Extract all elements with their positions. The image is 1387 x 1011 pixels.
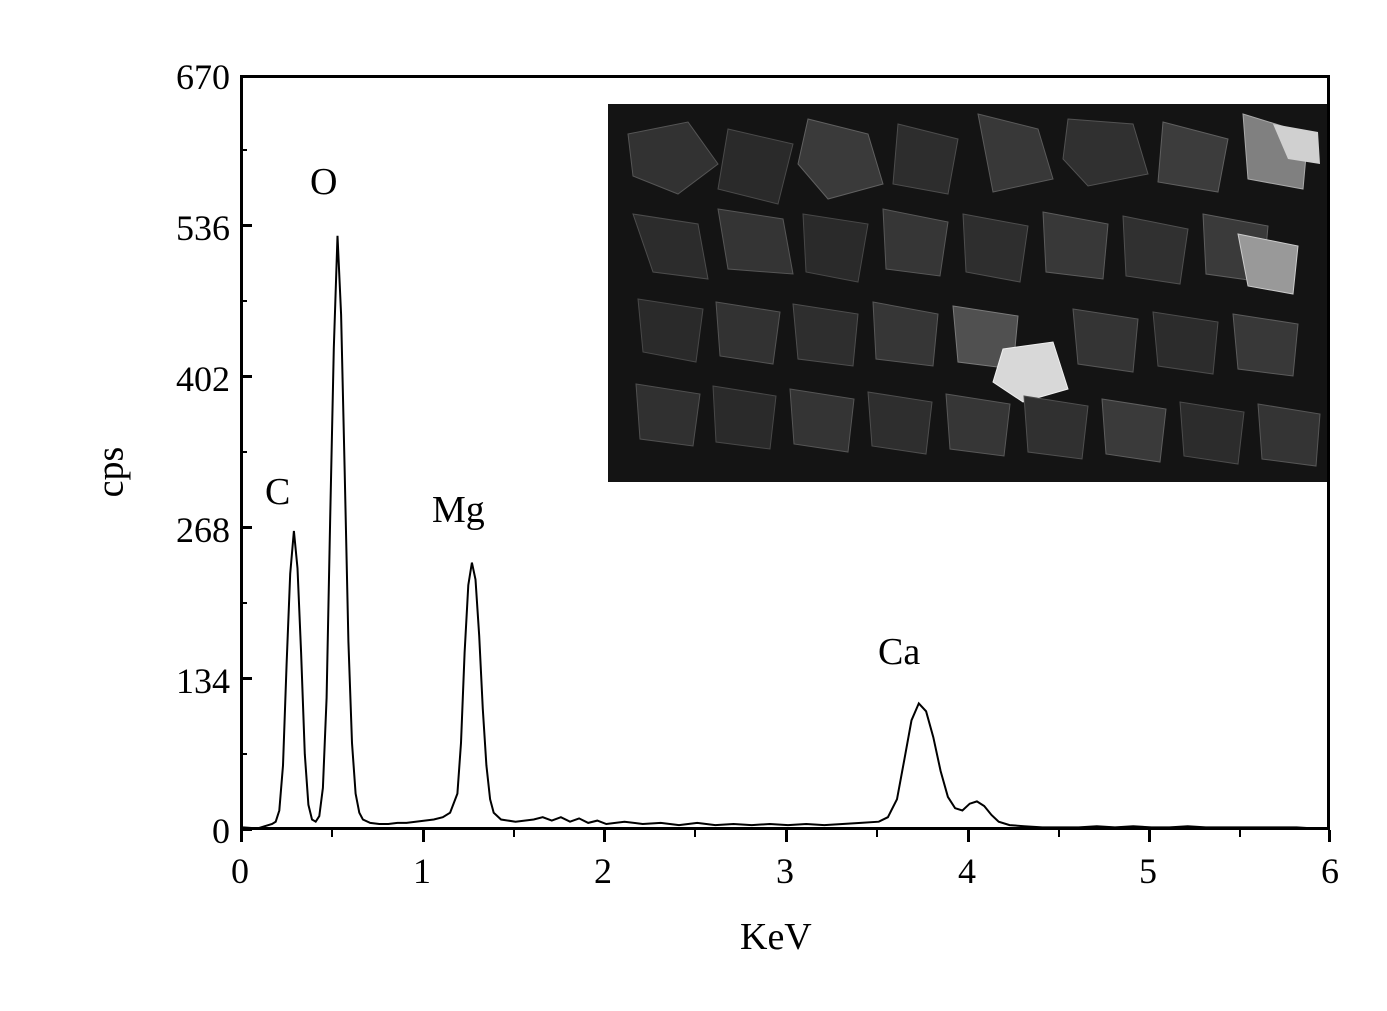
ytick-minor (240, 753, 247, 755)
xtick-minor (513, 830, 515, 837)
xtick-mark (785, 830, 788, 842)
xtick-5: 5 (1133, 850, 1163, 892)
plot-area (240, 75, 1330, 830)
xtick-minor (1239, 830, 1241, 837)
ytick-0: 0 (175, 810, 230, 852)
xtick-minor (1058, 830, 1060, 837)
xtick-4: 4 (952, 850, 982, 892)
ytick-3: 402 (155, 358, 230, 400)
xtick-6: 6 (1315, 850, 1345, 892)
peak-label-c: C (265, 470, 290, 514)
peak-label-ca: Ca (878, 630, 920, 674)
ytick-1: 134 (155, 660, 230, 702)
xtick-2: 2 (588, 850, 618, 892)
x-axis-label: KeV (740, 915, 812, 959)
xtick-1: 1 (407, 850, 437, 892)
xtick-0: 0 (225, 850, 255, 892)
ytick-mark (240, 224, 252, 227)
xtick-minor (876, 830, 878, 837)
xtick-mark (967, 830, 970, 842)
xtick-mark (240, 830, 243, 842)
ytick-mark (240, 75, 252, 78)
xtick-mark (603, 830, 606, 842)
ytick-minor (240, 451, 247, 453)
eds-spectrum-chart: cps KeV (20, 20, 1367, 991)
ytick-mark (240, 526, 252, 529)
ytick-2: 268 (155, 509, 230, 551)
xtick-minor (331, 830, 333, 837)
ytick-minor (240, 300, 247, 302)
peak-label-mg: Mg (432, 488, 485, 532)
spectrum-line-svg (243, 78, 1333, 833)
ytick-minor (240, 149, 247, 151)
xtick-mark (1328, 830, 1331, 842)
ytick-minor (240, 602, 247, 604)
xtick-minor (694, 830, 696, 837)
ytick-5: 670 (155, 56, 230, 98)
ytick-mark (240, 677, 252, 680)
y-axis-label: cps (88, 447, 132, 498)
ytick-mark (240, 375, 252, 378)
xtick-mark (422, 830, 425, 842)
ytick-4: 536 (155, 207, 230, 249)
spectrum-polyline (243, 236, 1329, 829)
xtick-mark (1148, 830, 1151, 842)
peak-label-o: O (310, 160, 337, 204)
xtick-3: 3 (770, 850, 800, 892)
